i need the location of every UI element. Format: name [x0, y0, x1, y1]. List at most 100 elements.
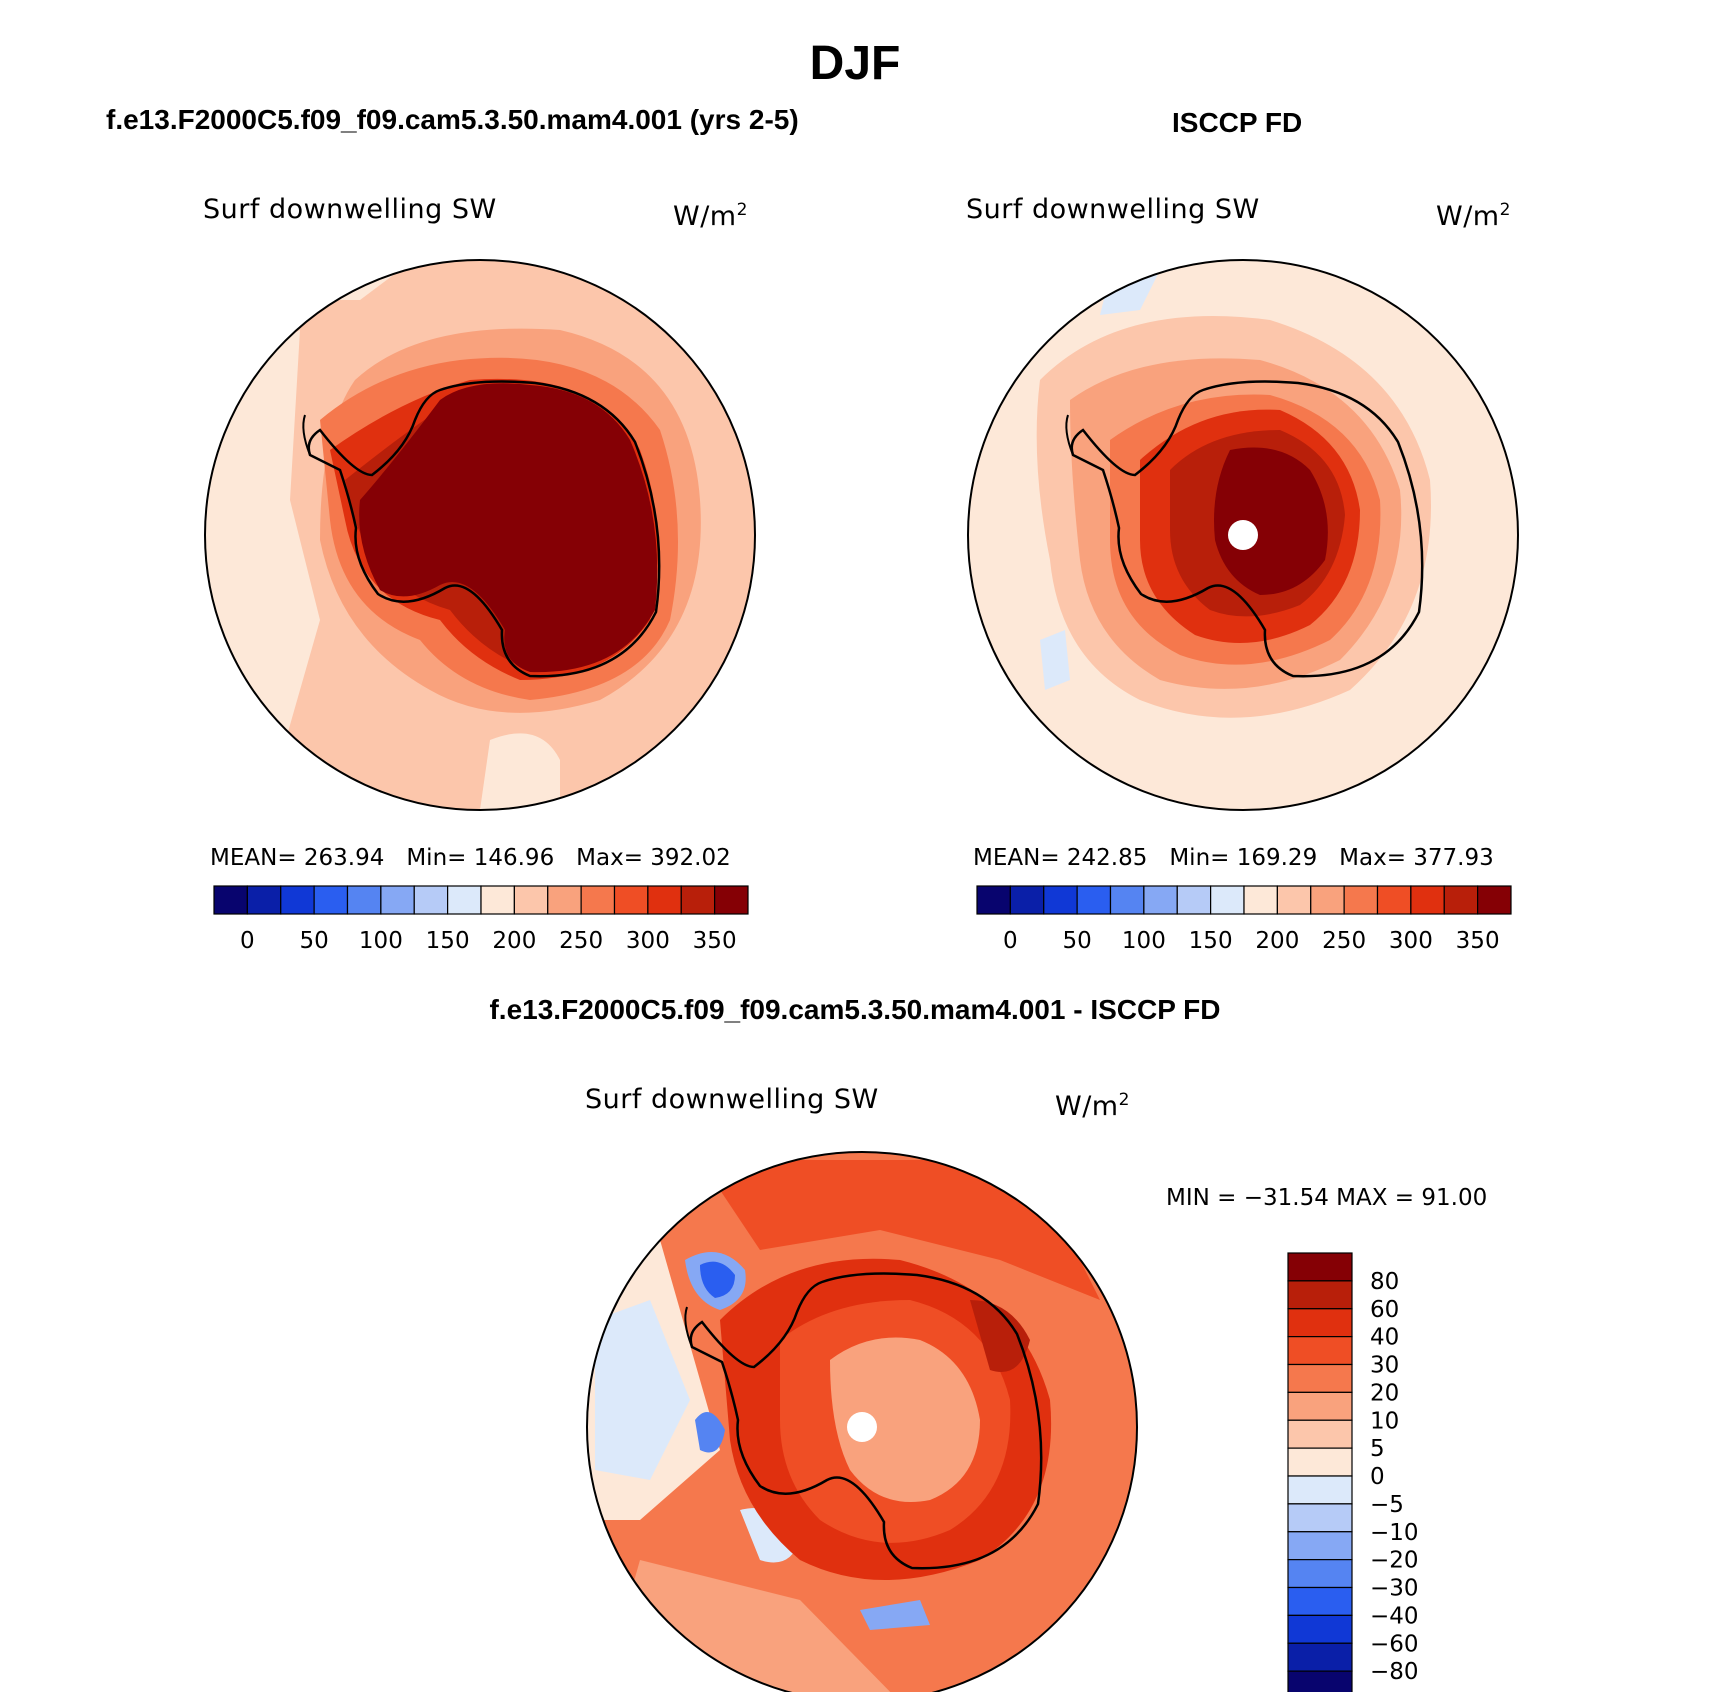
panel-3-colorbar-swatch: [1287, 1475, 1353, 1505]
panel-1-field-low-south: [480, 733, 560, 810]
panel-2-title: ISCCP FD: [1172, 107, 1303, 138]
panel-2-colorbar-tick-label: 150: [1189, 928, 1233, 954]
panel-3-colorbar-tick-label: −40: [1370, 1603, 1419, 1629]
panel-3-colorbar-swatch: [1287, 1252, 1353, 1282]
panel-1-field-max: [359, 383, 658, 673]
panel-2-field-max: [1214, 447, 1328, 595]
panel-3-colorbar-swatch: [1287, 1419, 1353, 1449]
panel-3-colorbar-swatch: [1287, 1391, 1353, 1421]
panel-2-colorbar-swatch: [1210, 885, 1245, 915]
panel-1-units-label: W/m2: [673, 200, 748, 232]
panel-2-colorbar-swatch: [1443, 885, 1479, 915]
panel-1-map: [204, 259, 756, 811]
panel-3-colorbar-swatch: [1287, 1642, 1353, 1672]
panel-1-colorbar-swatch: [246, 885, 282, 915]
panel-3-colorbar-tick-label: −20: [1370, 1548, 1419, 1574]
panel-3-colorbar-swatch: [1287, 1614, 1353, 1644]
panel-1-max: Max= 392.02: [576, 845, 731, 871]
panel-1-colorbar-tick-label: 100: [359, 928, 403, 954]
panel-1-colorbar-swatch: [513, 885, 549, 915]
panel-3-colorbar-swatch: [1287, 1586, 1353, 1616]
panel-2-min: Min= 169.29: [1169, 845, 1318, 871]
panel-2-colorbar-swatch: [1243, 885, 1278, 915]
panel-3-field-west-blue: [595, 1300, 690, 1480]
panel-3-colorbar-swatch: [1287, 1336, 1353, 1366]
panel-1-colorbar-tick-label: 200: [492, 928, 536, 954]
panel-2-colorbar-tick-label: 250: [1322, 928, 1366, 954]
panel-2-colorbar-tick-label: 350: [1456, 928, 1500, 954]
panel-1-colorbar-swatch: [580, 885, 616, 915]
panel-2-colorbar-tick-label: 0: [1003, 928, 1018, 954]
panel-1-variable-label: Surf downwelling SW: [203, 194, 497, 225]
panel-2-stats: MEAN= 242.85 Min= 169.29 Max= 377.93: [973, 844, 1494, 872]
panel-3-colorbar-tick-label: 20: [1370, 1380, 1399, 1406]
panel-3-colorbar-swatch: [1287, 1559, 1353, 1589]
panel-3-colorbar-tick-label: −5: [1370, 1492, 1404, 1518]
panel-1-min: Min= 146.96: [406, 845, 555, 871]
panel-2-colorbar-tick-label: 50: [1062, 928, 1091, 954]
panel-3-colorbar-tick-label: 80: [1370, 1269, 1399, 1295]
figure-title: DJF: [809, 37, 901, 90]
panel-1-colorbar-swatch: [547, 885, 582, 915]
panel-1-map-border: [204, 259, 756, 811]
panel-2-colorbar: 0 50 100 150 200 250 300 350: [976, 885, 1512, 954]
panel-1-colorbar-swatch: [413, 885, 449, 915]
panel-3-colorbar-swatch: [1287, 1363, 1353, 1393]
panel-1-stats: MEAN= 263.94 Min= 146.96 Max= 392.02: [210, 844, 731, 872]
panel-2-colorbar-swatch: [1009, 885, 1045, 915]
panel-3-colorbar-tick-label: −80: [1370, 1659, 1419, 1685]
panel-2-colorbar-tick-label: 300: [1389, 928, 1433, 954]
panel-3-colorbar-tick-label: 30: [1370, 1353, 1399, 1379]
panel-3-colorbar-swatch: [1287, 1280, 1353, 1310]
panel-1-coastline: [307, 380, 661, 678]
panel-3-colorbar-tick-label: 0: [1370, 1464, 1385, 1490]
panel-1-colorbar-tick-label: 50: [299, 928, 328, 954]
panel-1-colorbar-swatch: [680, 885, 716, 915]
panel-3-field-peak: [970, 1300, 1030, 1372]
panel-1-field-low-west: [205, 330, 320, 760]
panel-3-colorbar-swatch: [1287, 1531, 1353, 1561]
panel-1-colorbar-swatch: [447, 885, 482, 915]
panel-3-map-border: [586, 1151, 1138, 1692]
panel-3-map: [586, 1151, 1138, 1692]
panel-3-colorbar-tick-label: 5: [1370, 1436, 1385, 1462]
panel-1-title: f.e13.F2000C5.f09_f09.cam5.3.50.mam4.001…: [106, 104, 799, 135]
panel-3-colorbar-swatch: [1287, 1503, 1353, 1533]
panel-2-colorbar-swatch: [1276, 885, 1312, 915]
panel-1-colorbar-tick-label: 150: [426, 928, 470, 954]
panel-2-colorbar-swatch: [1477, 885, 1512, 915]
panel-2-colorbar-swatch: [1043, 885, 1078, 915]
panel-1-colorbar-tick-label: 300: [626, 928, 670, 954]
panel-3-variable-label: Surf downwelling SW: [585, 1084, 879, 1115]
panel-3-pole-mask: [847, 1412, 877, 1442]
panel-3-units-label: W/m2: [1055, 1090, 1130, 1122]
panel-2-colorbar-swatch: [1343, 885, 1379, 915]
panel-3-colorbar-swatch: [1287, 1308, 1353, 1338]
panel-1-colorbar-tick-label: 0: [240, 928, 255, 954]
panel-2-colorbar-tick-label: 200: [1255, 928, 1299, 954]
panel-2-colorbar-swatch: [1176, 885, 1212, 915]
panel-2-peninsula: [1065, 414, 1074, 456]
panel-3-peninsula: [684, 1306, 693, 1348]
panel-2-max: Max= 377.93: [1339, 845, 1494, 871]
panel-1-colorbar-swatch: [613, 885, 649, 915]
panel-2-colorbar-swatch: [1376, 885, 1412, 915]
panel-1-mean: MEAN= 263.94: [210, 845, 385, 871]
panel-1-colorbar-swatch: [714, 885, 749, 915]
panel-3-colorbar-swatch: [1287, 1447, 1353, 1477]
panel-3-colorbar-tick-label: 40: [1370, 1325, 1399, 1351]
panel-2-mean: MEAN= 242.85: [973, 845, 1148, 871]
panel-2-map: [967, 259, 1519, 811]
panel-3-minmax: MIN = −31.54 MAX = 91.00: [1166, 1185, 1488, 1211]
panel-3-field-blue-far-south: [860, 1600, 930, 1630]
panel-2-coastline: [1070, 380, 1424, 678]
panel-1-colorbar-swatch: [280, 885, 315, 915]
panel-3-field-blue-west-core: [695, 1412, 725, 1453]
panel-3-colorbar-tick-label: −30: [1370, 1576, 1419, 1602]
panel-1-colorbar-swatch: [213, 885, 248, 915]
panel-2-colorbar-swatch: [1410, 885, 1445, 915]
panel-2-colorbar-tick-label: 100: [1122, 928, 1166, 954]
panel-1-colorbar-swatch: [647, 885, 682, 915]
panel-3-field-center: [830, 1337, 980, 1502]
